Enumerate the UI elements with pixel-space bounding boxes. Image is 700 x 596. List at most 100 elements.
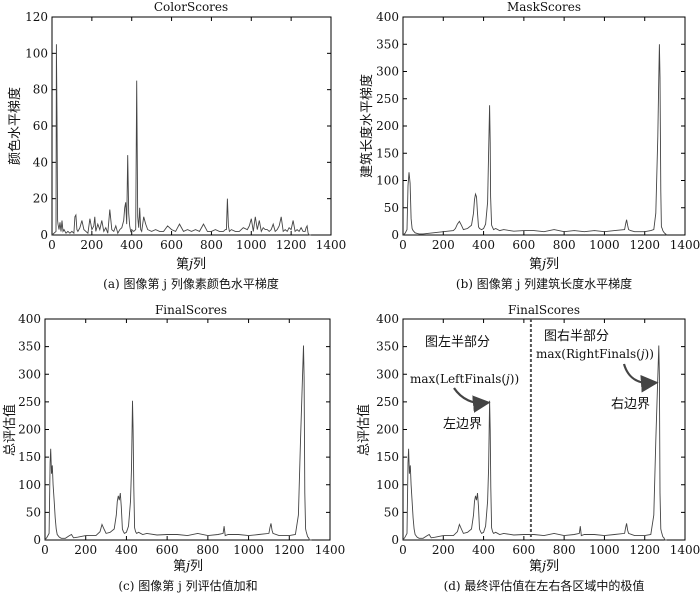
panel-c-y-ticks: 0 50 100 150 200 250 300 350 400 [18, 312, 330, 547]
y-tick-label: 200 [376, 423, 399, 437]
x-tick-label: 1000 [233, 543, 264, 557]
y-tick-label: 200 [18, 423, 41, 437]
x-tick-label: 600 [156, 543, 179, 557]
y-tick-label: 400 [376, 312, 399, 326]
panel-d-x-ticks: 0 200 400 600 800 1000 1200 1400 [399, 319, 700, 557]
y-tick-label: 350 [376, 340, 399, 354]
x-tick-label: 800 [200, 238, 223, 252]
panel-c-caption: (c) 图像第 j 列评估值加和 [118, 578, 257, 593]
y-tick-label: 0 [391, 533, 399, 547]
y-tick-label: 0 [391, 228, 399, 242]
panel-d-left-arrow [453, 387, 491, 413]
x-tick-label: 200 [74, 543, 97, 557]
panel-b-ylabel: 建筑长度水平梯度 [359, 74, 375, 178]
panel-d-ylabel: 总评估值 [356, 404, 372, 456]
panel-a-caption: (a) 图像第 j 列像素颜色水平梯度 [103, 276, 279, 291]
x-tick-label: 1400 [316, 238, 347, 252]
panel-a-plot-frame [51, 16, 332, 236]
panel-d-right-arrow [622, 363, 659, 393]
x-tick-label: 800 [196, 543, 219, 557]
panel-a-ylabel: 颜色水平梯度 [7, 87, 23, 165]
x-tick-label: 1200 [276, 238, 307, 252]
x-tick-label: 800 [553, 238, 576, 252]
y-tick-label: 300 [376, 65, 399, 79]
y-tick-label: 250 [376, 395, 399, 409]
x-tick-label: 1400 [315, 543, 346, 557]
panel-c: FinalScores 0 50 100 150 200 250 300 350 400 0 20… [2, 303, 345, 593]
y-tick-label: 50 [384, 201, 399, 215]
panel-b-caption: (b) 图像第 j 列建筑长度水平梯度 [456, 276, 632, 291]
panel-b-y-ticks: 0 50 100 150 200 250 300 350 400 [376, 10, 685, 242]
y-tick-label: 200 [376, 119, 399, 133]
panel-c-ylabel: 总评估值 [2, 404, 18, 456]
y-tick-label: 100 [25, 46, 48, 60]
x-tick-label: 1000 [589, 543, 620, 557]
y-tick-label: 250 [18, 395, 41, 409]
panel-d-left-edge-label: 左边界 [443, 417, 482, 432]
x-tick-label: 0 [48, 238, 56, 252]
x-tick-label: 1000 [236, 238, 267, 252]
y-tick-label: 300 [18, 367, 41, 381]
y-tick-label: 120 [25, 10, 48, 24]
panel-b-xlabel: 第j列 [529, 257, 559, 272]
x-tick-label: 1400 [670, 238, 700, 252]
panel-a: ColorScores 0 20 40 60 80 100 120 0 200 400 600 80… [7, 0, 346, 291]
x-tick-label: 200 [80, 238, 103, 252]
y-tick-label: 40 [33, 155, 48, 169]
panel-b-series-line [402, 44, 668, 236]
x-tick-label: 1200 [629, 238, 660, 252]
x-tick-label: 400 [120, 238, 143, 252]
y-tick-label: 0 [33, 533, 41, 547]
panel-a-xlabel: 第j列 [176, 257, 206, 272]
x-tick-label: 400 [472, 543, 495, 557]
y-tick-label: 100 [376, 174, 399, 188]
panel-d: FinalScores 0 50 100 150 200 250 300 350 400 0 20… [356, 303, 700, 593]
panel-d-left-max-label: max(LeftFinals(j)) [410, 372, 519, 386]
y-tick-label: 100 [376, 478, 399, 492]
y-tick-label: 350 [18, 340, 41, 354]
panel-c-x-ticks: 0 200 400 600 800 1000 1200 1400 [41, 319, 345, 557]
x-tick-label: 800 [553, 543, 576, 557]
y-tick-label: 80 [33, 83, 48, 97]
panel-c-title: FinalScores [155, 303, 227, 317]
y-tick-label: 60 [33, 119, 48, 133]
panel-c-plot-frame [44, 318, 331, 541]
y-tick-label: 350 [376, 37, 399, 51]
y-tick-label: 0 [40, 228, 48, 242]
y-tick-label: 150 [18, 450, 41, 464]
y-tick-label: 100 [18, 478, 41, 492]
x-tick-label: 400 [115, 543, 138, 557]
x-tick-label: 600 [512, 238, 535, 252]
panel-a-title: ColorScores [154, 0, 228, 14]
panel-d-left-region-label: 图左半部分 [425, 335, 490, 350]
y-tick-label: 250 [376, 92, 399, 106]
y-tick-label: 150 [376, 450, 399, 464]
x-tick-label: 1200 [629, 543, 660, 557]
y-tick-label: 150 [376, 146, 399, 160]
panel-a-series-line [51, 44, 312, 236]
panel-d-right-region-label: 图右半部分 [544, 329, 609, 344]
x-tick-label: 200 [432, 543, 455, 557]
panel-b-plot-frame [402, 16, 686, 236]
y-tick-label: 400 [376, 10, 399, 24]
x-tick-label: 1000 [589, 238, 620, 252]
x-tick-label: 0 [399, 543, 407, 557]
y-tick-label: 400 [18, 312, 41, 326]
panel-d-right-max-label: max(RightFinals(j)) [536, 347, 654, 361]
panel-d-y-ticks: 0 50 100 150 200 250 300 350 400 [376, 312, 685, 547]
x-tick-label: 0 [399, 238, 407, 252]
x-tick-label: 1400 [670, 543, 700, 557]
panel-c-xlabel: 第j列 [173, 559, 203, 574]
panel-c-series-line [44, 345, 312, 541]
panel-d-right-edge-label: 右边界 [611, 397, 650, 412]
x-tick-label: 600 [160, 238, 183, 252]
panel-b: MaskScores 0 50 100 150 200 250 300 350 400 0 200… [359, 0, 700, 291]
panel-b-x-ticks: 0 200 400 600 800 1000 1200 1400 [399, 17, 700, 252]
y-tick-label: 20 [33, 192, 48, 206]
y-tick-label: 50 [384, 505, 399, 519]
y-tick-label: 50 [26, 505, 41, 519]
x-tick-label: 200 [432, 238, 455, 252]
panel-d-title: FinalScores [508, 303, 580, 317]
x-tick-label: 600 [512, 543, 535, 557]
panel-a-x-ticks: 0 200 400 600 800 1000 1200 1400 [48, 17, 346, 252]
